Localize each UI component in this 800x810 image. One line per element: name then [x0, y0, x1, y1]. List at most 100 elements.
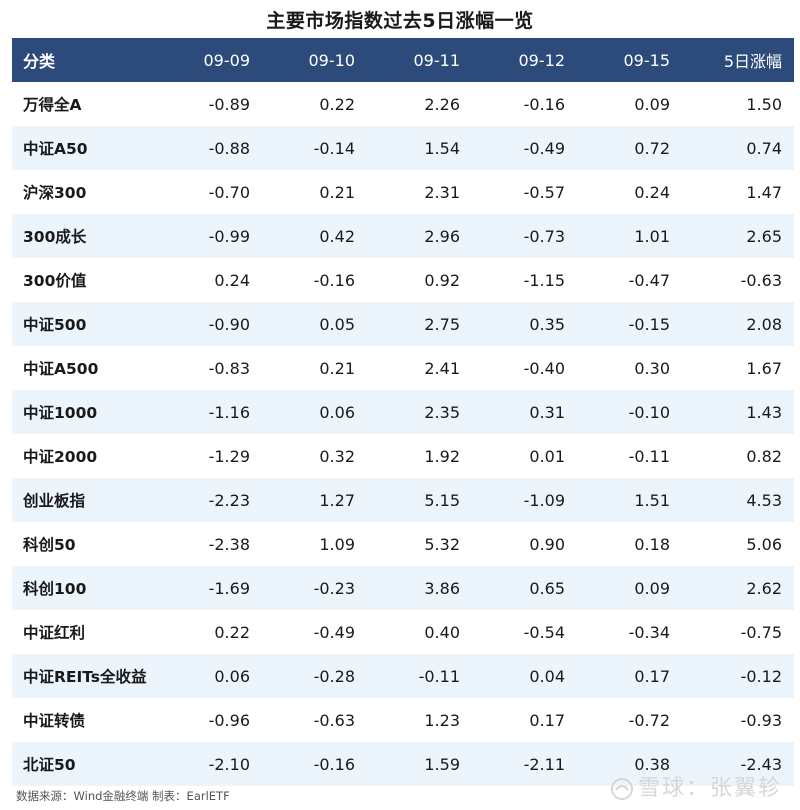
value-cell: 0.24 [214, 270, 250, 290]
column-header: 分类 [23, 52, 56, 71]
value-cell: 1.59 [424, 754, 460, 774]
index-name-cell: 北证50 [23, 756, 76, 774]
value-cell: 0.22 [214, 622, 250, 642]
index-name-cell: 万得全A [23, 96, 82, 114]
value-cell: 0.09 [634, 578, 670, 598]
value-cell: -1.09 [523, 490, 565, 510]
table-row: 中证2000 -1.29 0.32 1.92 0.01 -0.11 0.82 [12, 434, 794, 478]
index-name-cell: 中证转债 [23, 712, 86, 730]
value-cell: 0.21 [319, 358, 355, 378]
column-header: 09-11 [413, 50, 461, 70]
source-note: 数据来源：Wind金融终端 制表：EarlETF [16, 789, 230, 803]
value-cell: 1.50 [746, 94, 782, 114]
value-cell: 0.40 [424, 622, 460, 642]
index-returns-table: 分类 09-09 09-10 09-11 09-12 09-15 5日涨幅 万得全A -0.8… [12, 38, 794, 786]
value-cell: -0.96 [208, 710, 250, 730]
value-cell: -0.49 [523, 138, 565, 158]
value-cell: 1.47 [746, 182, 782, 202]
value-cell: -0.14 [313, 138, 355, 158]
value-cell: 0.65 [529, 578, 565, 598]
table-row: 中证REITs全收益 0.06 -0.28 -0.11 0.04 0.17 -0.12 [12, 654, 794, 698]
value-cell: 5.06 [746, 534, 782, 554]
chart-title: 主要市场指数过去5日涨幅一览 [266, 10, 534, 32]
table-row: 科创100 -1.69 -0.23 3.86 0.65 0.09 2.62 [12, 566, 794, 610]
value-cell: -0.49 [313, 622, 355, 642]
table-row: 中证红利 0.22 -0.49 0.40 -0.54 -0.34 -0.75 [12, 610, 794, 654]
value-cell: -2.11 [523, 754, 565, 774]
value-cell: 5.15 [424, 490, 460, 510]
value-cell: 0.06 [319, 402, 355, 422]
value-cell: 0.90 [529, 534, 565, 554]
table-row: 创业板指 -2.23 1.27 5.15 -1.09 1.51 4.53 [12, 478, 794, 522]
value-cell: -0.47 [628, 270, 670, 290]
value-cell: 0.32 [319, 446, 355, 466]
value-cell: 2.65 [746, 226, 782, 246]
value-cell: 1.67 [746, 358, 782, 378]
table-row: 中证A50 -0.88 -0.14 1.54 -0.49 0.72 0.74 [12, 126, 794, 170]
index-name-cell: 300成长 [23, 228, 87, 246]
value-cell: -0.88 [208, 138, 250, 158]
index-name-cell: 沪深300 [23, 184, 87, 202]
value-cell: 0.05 [319, 314, 355, 334]
value-cell: -0.63 [740, 270, 782, 290]
value-cell: -0.15 [628, 314, 670, 334]
table-body: 万得全A -0.89 0.22 2.26 -0.16 0.09 1.50 中证A50 -0.88… [12, 82, 794, 786]
value-cell: -0.16 [313, 754, 355, 774]
value-cell: -2.10 [208, 754, 250, 774]
value-cell: -0.70 [208, 182, 250, 202]
value-cell: -0.54 [523, 622, 565, 642]
table-row: 北证50 -2.10 -0.16 1.59 -2.11 0.38 -2.43 [12, 742, 794, 786]
value-cell: 2.08 [746, 314, 782, 334]
value-cell: 1.01 [634, 226, 670, 246]
value-cell: 2.62 [746, 578, 782, 598]
table-header-row: 分类 09-09 09-10 09-11 09-12 09-15 5日涨幅 [12, 38, 794, 82]
table-row: 300成长 -0.99 0.42 2.96 -0.73 1.01 2.65 [12, 214, 794, 258]
index-name-cell: 中证500 [23, 316, 87, 334]
table-row: 中证A500 -0.83 0.21 2.41 -0.40 0.30 1.67 [12, 346, 794, 390]
value-cell: 0.17 [634, 666, 670, 686]
value-cell: -0.16 [313, 270, 355, 290]
value-cell: -0.34 [628, 622, 670, 642]
index-name-cell: 中证A50 [23, 140, 88, 158]
value-cell: -1.15 [523, 270, 565, 290]
table-row: 中证转债 -0.96 -0.63 1.23 0.17 -0.72 -0.93 [12, 698, 794, 742]
index-name-cell: 中证1000 [23, 404, 98, 422]
index-name-cell: 科创50 [23, 536, 76, 554]
index-name-cell: 中证A500 [23, 360, 99, 378]
value-cell: -1.29 [208, 446, 250, 466]
value-cell: 1.23 [424, 710, 460, 730]
value-cell: -0.72 [628, 710, 670, 730]
value-cell: 2.75 [424, 314, 460, 334]
value-cell: -0.11 [418, 666, 460, 686]
value-cell: 0.72 [634, 138, 670, 158]
value-cell: -0.99 [208, 226, 250, 246]
value-cell: 1.27 [319, 490, 355, 510]
value-cell: -1.16 [208, 402, 250, 422]
value-cell: 5.32 [424, 534, 460, 554]
value-cell: 1.09 [319, 534, 355, 554]
value-cell: 2.96 [424, 226, 460, 246]
table-row: 300价值 0.24 -0.16 0.92 -1.15 -0.47 -0.63 [12, 258, 794, 302]
value-cell: -0.10 [628, 402, 670, 422]
index-name-cell: 中证红利 [23, 624, 86, 642]
value-cell: 0.38 [634, 754, 670, 774]
value-cell: 0.31 [529, 402, 565, 422]
index-name-cell: 300价值 [23, 272, 87, 290]
watermark-text: 雪球：张翼轸 [638, 776, 783, 801]
value-cell: -0.11 [628, 446, 670, 466]
value-cell: -0.83 [208, 358, 250, 378]
value-cell: -0.90 [208, 314, 250, 334]
column-header: 09-10 [308, 50, 356, 70]
value-cell: 0.35 [529, 314, 565, 334]
value-cell: -0.73 [523, 226, 565, 246]
value-cell: -2.23 [208, 490, 250, 510]
value-cell: 4.53 [746, 490, 782, 510]
value-cell: -0.12 [740, 666, 782, 686]
index-name-cell: 中证REITs全收益 [23, 668, 147, 686]
value-cell: -2.38 [208, 534, 250, 554]
value-cell: 0.22 [319, 94, 355, 114]
value-cell: 0.01 [529, 446, 565, 466]
value-cell: 1.54 [424, 138, 460, 158]
column-header: 5日涨幅 [723, 52, 782, 71]
value-cell: 0.92 [424, 270, 460, 290]
